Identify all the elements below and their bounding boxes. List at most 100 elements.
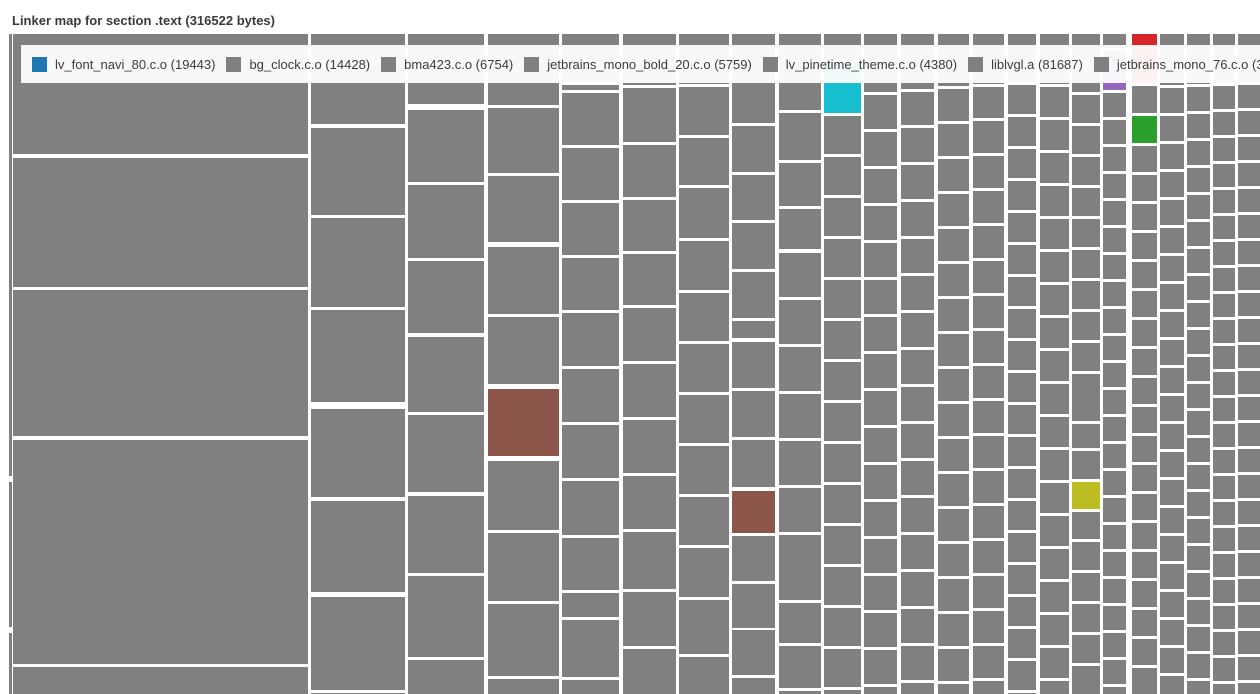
map-block[interactable] [1187, 168, 1210, 192]
map-block[interactable] [1187, 357, 1210, 381]
map-block[interactable] [1213, 632, 1235, 655]
map-block[interactable] [901, 313, 934, 347]
map-block[interactable] [562, 85, 619, 90]
map-block[interactable] [623, 145, 676, 197]
map-block[interactable] [732, 536, 775, 581]
map-block[interactable] [1187, 573, 1210, 597]
map-block[interactable] [408, 337, 484, 412]
map-block[interactable] [408, 185, 484, 258]
map-block[interactable] [1160, 284, 1184, 309]
map-block[interactable] [938, 299, 969, 331]
map-block[interactable] [1072, 666, 1100, 694]
map-block[interactable] [938, 334, 969, 366]
map-block[interactable] [1040, 615, 1069, 645]
map-block[interactable] [779, 691, 821, 694]
map-block[interactable] [973, 331, 1004, 363]
map-block[interactable] [732, 391, 775, 437]
map-block[interactable] [1103, 34, 1126, 48]
map-block-brown[interactable] [488, 389, 559, 456]
map-block[interactable] [488, 604, 559, 676]
map-block[interactable] [1072, 635, 1100, 663]
map-block[interactable] [1103, 417, 1126, 441]
map-block-green[interactable] [1132, 116, 1157, 143]
map-block[interactable] [1103, 552, 1126, 576]
map-block[interactable] [1213, 112, 1235, 135]
map-block[interactable] [1238, 241, 1260, 264]
map-block[interactable] [1213, 216, 1235, 239]
map-block[interactable] [779, 488, 821, 532]
map-block[interactable] [1040, 450, 1069, 480]
map-block[interactable] [1187, 141, 1210, 165]
map-block[interactable] [1040, 351, 1069, 381]
map-block[interactable] [1187, 519, 1210, 543]
map-block[interactable] [938, 159, 969, 191]
map-block[interactable] [408, 576, 484, 657]
map-block[interactable] [1160, 424, 1184, 449]
map-block[interactable] [1072, 157, 1100, 185]
map-block[interactable] [1072, 542, 1100, 570]
map-block[interactable] [1132, 639, 1157, 665]
map-block[interactable] [1187, 303, 1210, 327]
map-block[interactable] [1040, 417, 1069, 447]
map-block[interactable] [1008, 245, 1036, 274]
map-block[interactable] [1238, 475, 1260, 498]
map-block[interactable] [1213, 502, 1235, 525]
map-block[interactable] [1213, 138, 1235, 161]
map-block[interactable] [311, 597, 405, 690]
map-block[interactable] [1132, 86, 1157, 113]
map-block[interactable] [973, 261, 1004, 293]
map-block[interactable] [938, 649, 969, 681]
map-block[interactable] [1213, 528, 1235, 551]
map-block[interactable] [901, 92, 934, 125]
map-block[interactable] [408, 415, 484, 492]
map-block[interactable] [1160, 452, 1184, 477]
map-block[interactable] [1160, 228, 1184, 253]
map-block[interactable] [901, 387, 934, 421]
map-block[interactable] [488, 247, 559, 314]
map-block[interactable] [1213, 684, 1235, 694]
map-block[interactable] [732, 440, 775, 487]
map-block[interactable] [938, 229, 969, 261]
map-block[interactable] [1238, 449, 1260, 472]
map-block[interactable] [779, 646, 821, 688]
legend-item[interactable]: liblvgl.a (81687) [968, 56, 1083, 72]
map-block[interactable] [562, 593, 619, 617]
map-block[interactable] [1103, 201, 1126, 225]
map-block[interactable] [1213, 450, 1235, 473]
map-block[interactable] [679, 600, 729, 654]
map-block[interactable] [1160, 676, 1184, 694]
map-block[interactable] [1008, 597, 1036, 626]
map-block[interactable] [1187, 465, 1210, 489]
map-block[interactable] [623, 420, 676, 473]
map-block[interactable] [938, 264, 969, 296]
map-block[interactable] [1103, 255, 1126, 279]
map-block[interactable] [1160, 480, 1184, 505]
map-block[interactable] [824, 444, 861, 482]
map-block[interactable] [1103, 606, 1126, 630]
map-block[interactable] [938, 439, 969, 471]
map-block[interactable] [779, 535, 821, 600]
map-block[interactable] [1238, 527, 1260, 550]
map-block[interactable] [1008, 437, 1036, 466]
map-block[interactable] [1238, 293, 1260, 316]
map-block[interactable] [1160, 592, 1184, 617]
map-block[interactable] [824, 649, 861, 687]
map-block[interactable] [1072, 512, 1100, 539]
map-block[interactable] [1103, 633, 1126, 657]
map-block[interactable] [1132, 436, 1157, 462]
map-block[interactable] [779, 394, 821, 438]
map-block-olive[interactable] [1072, 482, 1100, 509]
map-block[interactable] [973, 156, 1004, 188]
map-block[interactable] [1187, 492, 1210, 516]
map-block[interactable] [938, 579, 969, 611]
map-block[interactable] [1072, 219, 1100, 247]
legend-item[interactable]: lv_pinetime_theme.c.o (4380) [762, 56, 957, 72]
map-block[interactable] [1160, 396, 1184, 421]
map-block[interactable] [408, 261, 484, 333]
map-block[interactable] [1187, 222, 1210, 246]
map-block[interactable] [562, 203, 619, 255]
map-block[interactable] [779, 113, 821, 160]
map-block[interactable] [1040, 153, 1069, 183]
map-block[interactable] [1213, 268, 1235, 291]
map-block[interactable] [9, 34, 12, 476]
